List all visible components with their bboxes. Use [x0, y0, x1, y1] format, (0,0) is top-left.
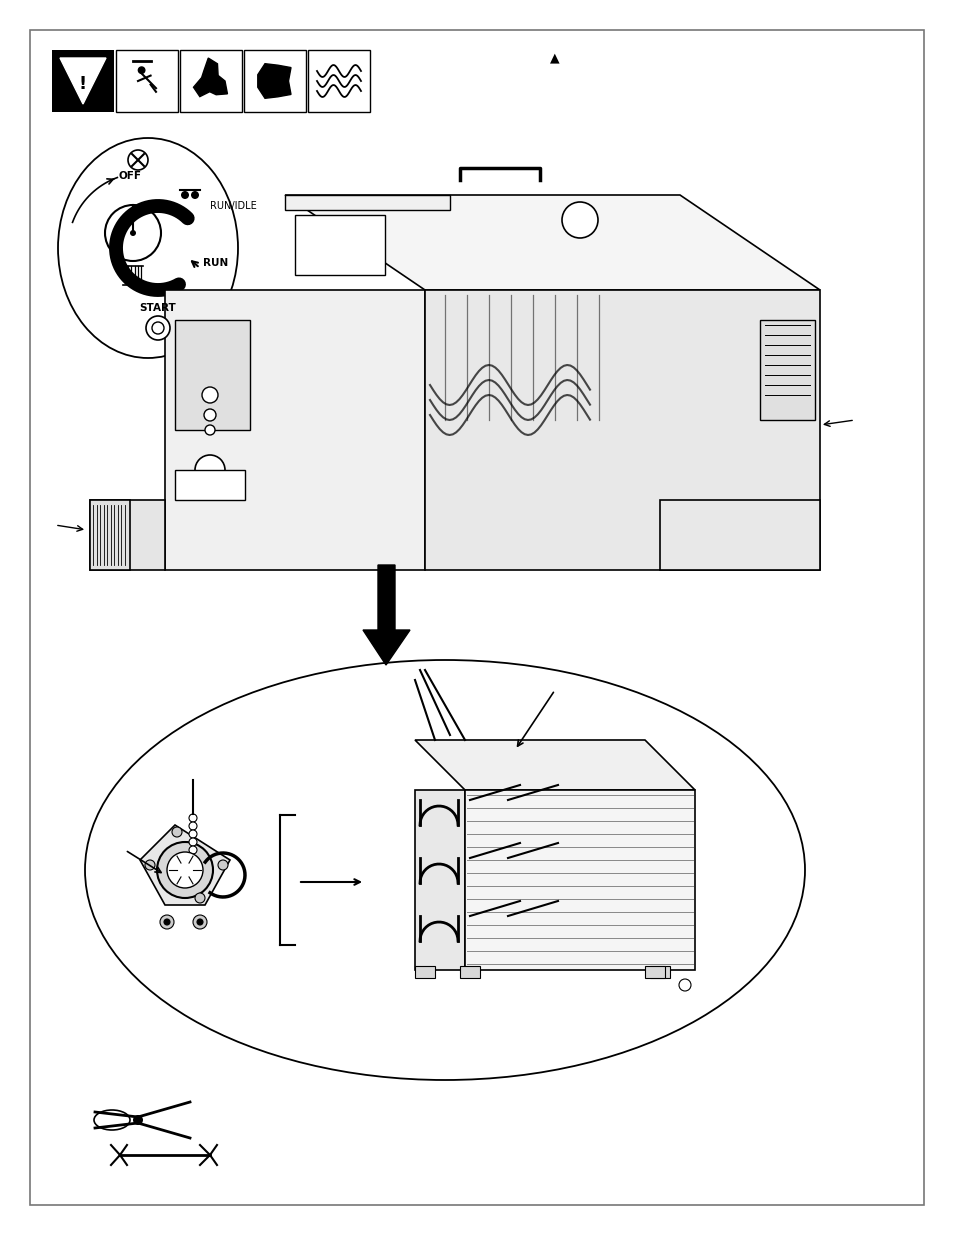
Circle shape: [146, 316, 170, 340]
Circle shape: [202, 387, 218, 403]
Text: OFF: OFF: [118, 170, 141, 182]
Circle shape: [194, 454, 225, 485]
Circle shape: [189, 830, 196, 839]
Circle shape: [160, 915, 173, 929]
Bar: [52, 49, 113, 112]
Polygon shape: [415, 740, 695, 790]
Bar: [174, 471, 245, 500]
Bar: [308, 49, 370, 112]
Bar: [760, 320, 814, 420]
Circle shape: [138, 67, 145, 73]
Text: RUN: RUN: [203, 258, 228, 268]
Polygon shape: [285, 195, 820, 290]
Circle shape: [189, 823, 196, 830]
Circle shape: [132, 1115, 143, 1125]
Circle shape: [194, 893, 205, 903]
Ellipse shape: [94, 1110, 130, 1130]
Bar: [294, 215, 385, 275]
Circle shape: [172, 827, 182, 837]
Polygon shape: [464, 790, 695, 969]
Circle shape: [189, 846, 196, 853]
Bar: [180, 49, 242, 112]
Polygon shape: [60, 58, 106, 104]
Bar: [415, 966, 435, 978]
Bar: [649, 966, 669, 978]
Bar: [644, 966, 664, 978]
Circle shape: [130, 230, 136, 236]
Circle shape: [105, 205, 161, 261]
Polygon shape: [140, 825, 230, 905]
Bar: [174, 320, 250, 430]
Polygon shape: [424, 290, 820, 571]
Text: ▲: ▲: [550, 52, 559, 64]
Circle shape: [191, 191, 199, 199]
Circle shape: [181, 191, 189, 199]
Circle shape: [196, 919, 203, 925]
Circle shape: [152, 322, 164, 333]
Text: RUN/IDLE: RUN/IDLE: [210, 201, 256, 211]
Circle shape: [193, 915, 207, 929]
Circle shape: [679, 979, 690, 990]
Bar: [459, 966, 479, 978]
Bar: [244, 49, 306, 112]
Polygon shape: [90, 500, 130, 571]
Circle shape: [145, 860, 154, 869]
Circle shape: [167, 852, 203, 888]
Text: START: START: [139, 303, 176, 312]
Polygon shape: [415, 790, 464, 969]
Circle shape: [204, 409, 215, 421]
Polygon shape: [193, 58, 227, 96]
Polygon shape: [285, 195, 450, 210]
Ellipse shape: [58, 138, 237, 358]
Circle shape: [189, 814, 196, 823]
Circle shape: [164, 919, 170, 925]
Circle shape: [205, 425, 214, 435]
Circle shape: [128, 149, 148, 170]
Circle shape: [157, 842, 213, 898]
Polygon shape: [257, 64, 291, 99]
Ellipse shape: [85, 659, 804, 1079]
Circle shape: [218, 860, 228, 869]
Polygon shape: [165, 290, 424, 571]
Polygon shape: [90, 500, 165, 571]
Circle shape: [189, 839, 196, 846]
Circle shape: [561, 203, 598, 238]
Polygon shape: [659, 500, 820, 571]
Text: !: !: [79, 75, 87, 93]
Polygon shape: [363, 564, 410, 664]
Bar: [116, 49, 178, 112]
